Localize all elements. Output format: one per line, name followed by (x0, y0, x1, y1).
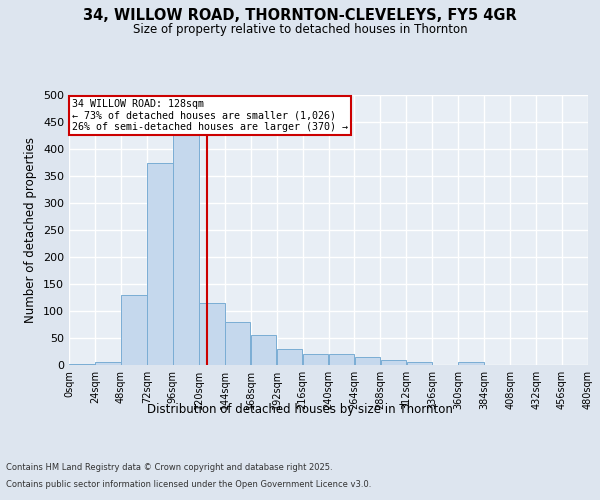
Bar (277, 349, 302, 365)
Bar (147, 162, 173, 365)
Bar (303, 354, 328, 365)
Bar (251, 336, 277, 365)
Text: Size of property relative to detached houses in Thornton: Size of property relative to detached ho… (133, 22, 467, 36)
Bar (407, 362, 432, 365)
Bar (173, 133, 199, 365)
Text: 34, WILLOW ROAD, THORNTON-CLEVELEYS, FY5 4GR: 34, WILLOW ROAD, THORNTON-CLEVELEYS, FY5… (83, 8, 517, 22)
Text: Contains public sector information licensed under the Open Government Licence v3: Contains public sector information licen… (6, 480, 371, 489)
Bar (355, 357, 380, 365)
Text: 34 WILLOW ROAD: 128sqm
← 73% of detached houses are smaller (1,026)
26% of semi-: 34 WILLOW ROAD: 128sqm ← 73% of detached… (71, 99, 347, 132)
Bar (380, 360, 406, 365)
Text: Contains HM Land Registry data © Crown copyright and database right 2025.: Contains HM Land Registry data © Crown c… (6, 462, 332, 471)
Bar (199, 303, 224, 365)
Bar (458, 362, 484, 365)
Bar (121, 295, 146, 365)
Bar (69, 364, 95, 365)
Bar (329, 354, 354, 365)
Bar (95, 362, 121, 365)
Text: Distribution of detached houses by size in Thornton: Distribution of detached houses by size … (147, 402, 453, 415)
Bar (225, 322, 250, 365)
Y-axis label: Number of detached properties: Number of detached properties (25, 137, 37, 323)
